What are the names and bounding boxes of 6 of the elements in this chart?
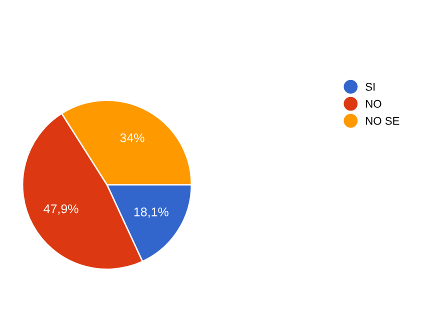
legend-label: NO SE (366, 116, 400, 125)
data-label: 18,1% (134, 208, 168, 218)
legend-label: NO (366, 100, 382, 108)
data-label: 34% (120, 133, 144, 142)
legend-label: SI (366, 82, 375, 91)
data-label: 47,9% (44, 204, 78, 215)
